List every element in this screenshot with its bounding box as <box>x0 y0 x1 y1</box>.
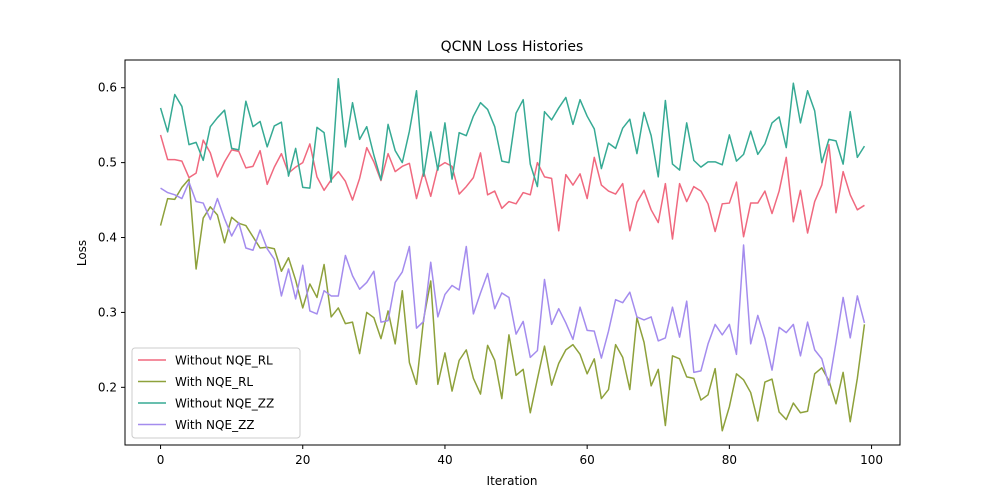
x-tick-label: 60 <box>580 453 595 467</box>
x-tick-label: 80 <box>722 453 737 467</box>
series-line-2 <box>159 77 866 189</box>
y-tick-label: 0.2 <box>98 380 117 394</box>
legend: Without NQE_RL With NQE_RL Without NQE_ZZ W… <box>131 347 301 439</box>
y-tick-label: 0.6 <box>98 81 117 95</box>
y-tick-label: 0.3 <box>98 305 117 319</box>
series-line-0 <box>159 134 865 240</box>
x-axis-label: Iteration <box>487 474 538 488</box>
chart-title: QCNN Loss Histories <box>441 39 584 55</box>
y-tick-label: 0.5 <box>98 156 117 170</box>
x-tick-label: 100 <box>860 453 883 467</box>
plot-area <box>159 77 866 432</box>
y-axis-ticks: 0.2 0.3 0.4 0.5 0.6 <box>98 81 125 394</box>
x-axis-ticks: 0 20 40 60 80 100 <box>157 445 883 467</box>
y-tick-label: 0.4 <box>98 231 117 245</box>
series-line-1 <box>159 178 866 432</box>
legend-box <box>131 347 301 439</box>
y-axis-label: Loss <box>75 240 89 266</box>
x-tick-label: 20 <box>295 453 310 467</box>
legend-label-0: Without NQE_RL <box>175 354 273 368</box>
x-tick-label: 0 <box>157 453 165 467</box>
plot-frame <box>124 59 901 446</box>
series-line-3 <box>160 181 866 386</box>
legend-label-3: With NQE_ZZ <box>175 418 255 432</box>
legend-label-2: Without NQE_ZZ <box>175 397 274 411</box>
x-tick-label: 40 <box>437 453 452 467</box>
legend-label-1: With NQE_RL <box>175 375 253 389</box>
